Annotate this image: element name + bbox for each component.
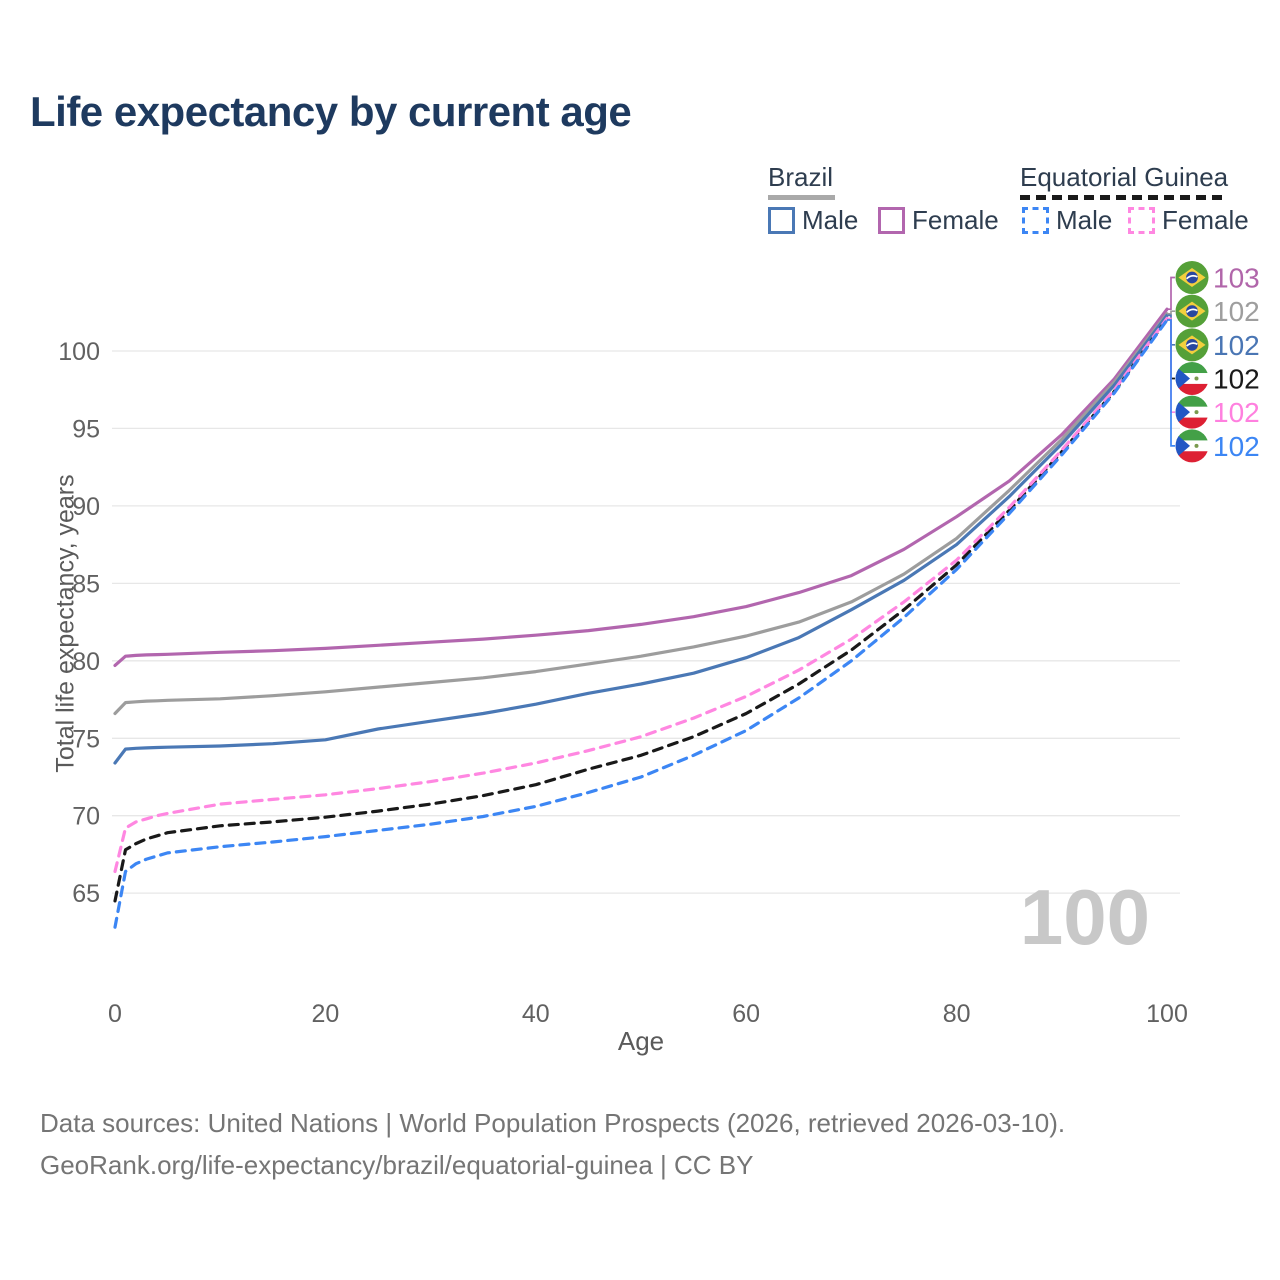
brazil-male-swatch-icon — [768, 207, 795, 234]
brazil-flag-icon — [1175, 261, 1209, 294]
legend-brazil-underline — [768, 195, 835, 200]
legend-group-brazil-label: Brazil — [768, 162, 834, 192]
series-line-equatorial-guinea-both-sexes[interactable] — [113, 317, 1169, 903]
series-line-brazil-male[interactable] — [113, 313, 1169, 765]
end-value-label-brazil-female: 103 — [1213, 263, 1260, 294]
x-tick-label: 0 — [108, 1000, 122, 1028]
series-line-brazil-both-sexes[interactable] — [113, 312, 1169, 716]
y-tick-label: 100 — [58, 338, 100, 366]
x-tick-label: 20 — [311, 1000, 339, 1028]
legend-group-equatorial-guinea-label: Equatorial Guinea — [1020, 162, 1229, 192]
y-tick-label: 75 — [72, 725, 100, 753]
brazil-flag-icon — [1175, 328, 1209, 362]
equatorial-guinea-flag-icon — [1175, 429, 1209, 463]
x-tick-label: 40 — [522, 1000, 550, 1028]
legend-item-label: Female — [1162, 205, 1249, 235]
brazil-flag-icon — [1175, 294, 1209, 328]
y-axis-title: Total life expectancy, years — [51, 474, 80, 773]
age-watermark: 100 — [1019, 873, 1151, 961]
end-value-label-equatorial-guinea-both-sexes: 102 — [1213, 364, 1260, 395]
end-value-label-equatorial-guinea-male: 102 — [1213, 431, 1260, 462]
footer-attribution-link: GeoRank.org/life-expectancy/brazil/equat… — [40, 1150, 754, 1180]
end-value-label-equatorial-guinea-female: 102 — [1213, 397, 1260, 428]
end-value-label-brazil-male: 102 — [1213, 330, 1260, 361]
legend-item-brazil-male[interactable]: Male — [768, 205, 858, 236]
y-tick-label: 80 — [72, 648, 100, 676]
x-axis-title: Age — [617, 1026, 665, 1056]
y-tick-label: 65 — [72, 880, 100, 908]
page-title: Life expectancy by current age — [30, 88, 632, 135]
leader-line-brazil-female — [1167, 276, 1175, 311]
x-tick-label: 60 — [732, 1000, 760, 1028]
legend-item-label: Male — [802, 205, 859, 235]
series-line-brazil-female[interactable] — [113, 307, 1169, 668]
series-line-equatorial-guinea-female[interactable] — [113, 316, 1169, 874]
y-tick-label: 85 — [72, 570, 100, 598]
legend-equatorial-guinea-underline — [1020, 195, 1227, 200]
brazil-female-swatch-icon — [878, 207, 905, 234]
leader-line-brazil-both-sexes — [1167, 310, 1175, 315]
legend-item-label: Male — [1056, 205, 1113, 235]
legend-item-label: Female — [912, 205, 999, 235]
legend-item-brazil-female[interactable]: Female — [878, 205, 999, 236]
leader-line-equatorial-guinea-male — [1167, 319, 1175, 447]
y-tick-label: 95 — [72, 415, 100, 443]
x-tick-label: 100 — [1146, 1000, 1188, 1028]
equatorial-guinea-male-swatch-icon — [1022, 207, 1049, 234]
legend-item-equatorial-guinea-female[interactable]: Female — [1128, 205, 1249, 236]
y-tick-label: 70 — [72, 803, 100, 831]
series-line-equatorial-guinea-male[interactable] — [113, 318, 1169, 929]
x-tick-label: 80 — [943, 1000, 971, 1028]
equatorial-guinea-flag-icon — [1175, 362, 1209, 396]
equatorial-guinea-flag-icon — [1175, 395, 1209, 429]
legend-item-equatorial-guinea-male[interactable]: Male — [1022, 205, 1112, 236]
y-tick-label: 90 — [72, 493, 100, 521]
footer-data-sources: Data sources: United Nations | World Pop… — [40, 1108, 1066, 1138]
equatorial-guinea-female-swatch-icon — [1128, 207, 1155, 234]
end-value-label-brazil-both-sexes: 102 — [1213, 296, 1260, 327]
